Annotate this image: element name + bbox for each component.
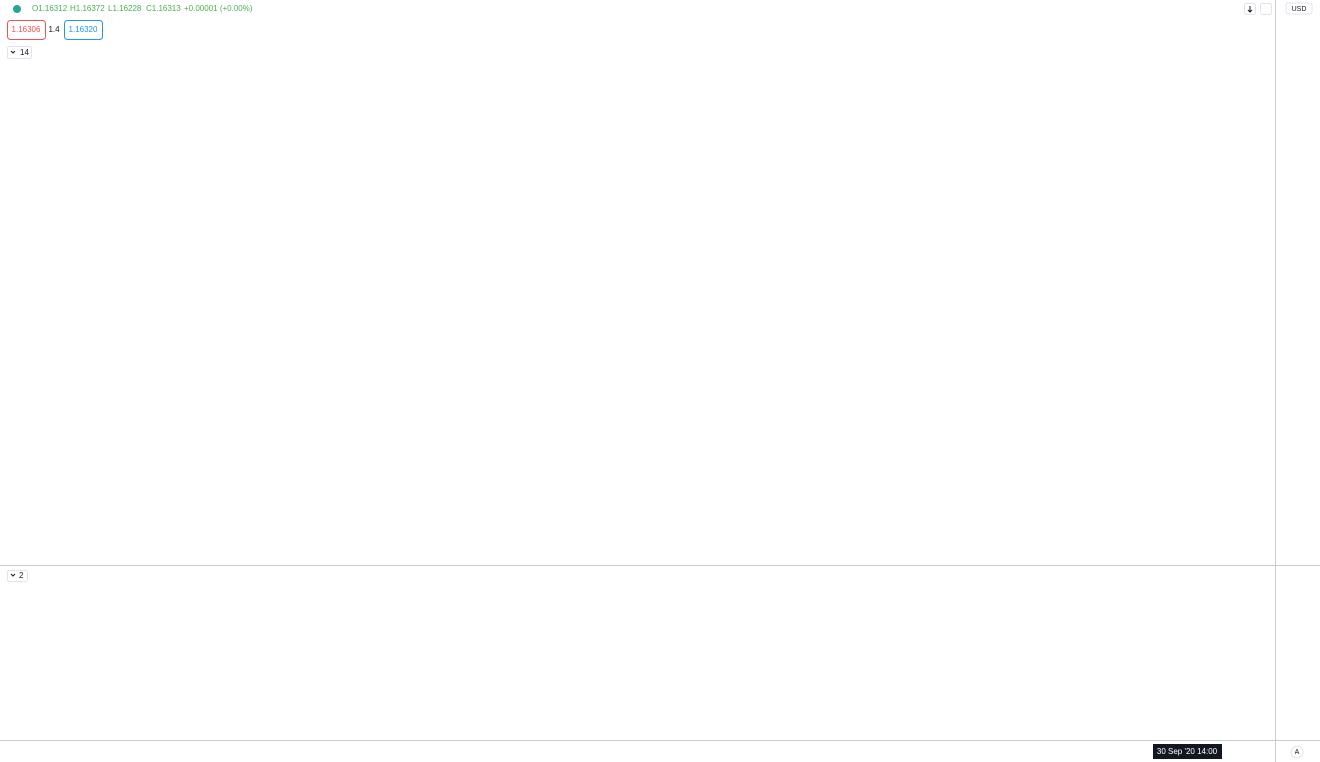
status-dot [13,5,21,13]
auto-scale-button[interactable] [1290,745,1304,759]
indicator-toggle[interactable] [7,46,32,59]
ohlc-high: H1.16372 [70,4,105,13]
chevron-icon [10,573,16,577]
buy-button[interactable] [64,20,103,40]
ohlc-close: C1.16313 [146,4,181,13]
osc-toggle[interactable] [7,570,28,582]
ohlc-low: L1.16228 [108,4,142,13]
sell-button[interactable] [7,20,46,40]
chevron-icon [10,50,16,54]
ohlc-change: +0.00001 (+0.00%) [184,4,253,13]
currency-box[interactable] [1285,2,1313,15]
currency: USD [1292,6,1307,13]
crosshair-time: 30 Sep '20 14:00 [1157,747,1218,756]
sell-price: 1.16306 [12,25,41,34]
buy-price: 1.16320 [69,25,98,34]
ohlc-open: O1.16312 [32,4,68,13]
spread: 1.4 [48,25,60,34]
osc-label: 2 [19,571,24,580]
arrow-icon [1247,6,1253,13]
settings-button[interactable] [1260,3,1272,15]
indicator-label: 14 [20,48,29,57]
crosshair-time-box [1153,744,1222,759]
auto-scale-label: A [1295,749,1300,756]
